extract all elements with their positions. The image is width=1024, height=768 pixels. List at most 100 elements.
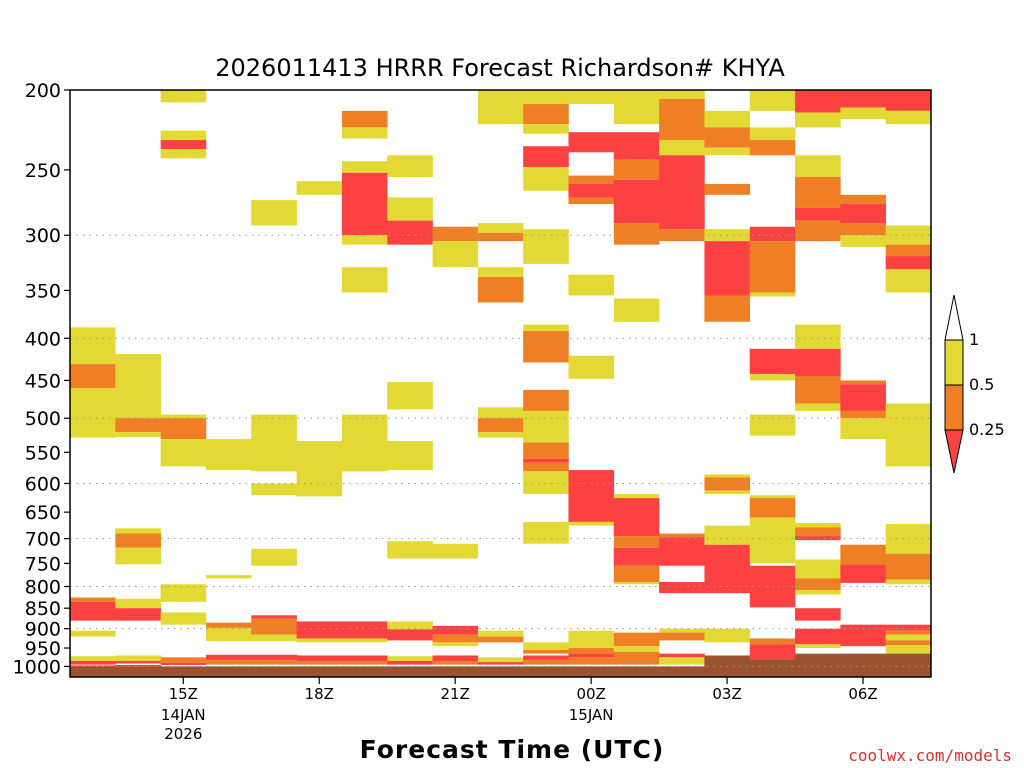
heatmap-cell-h31-5: [885, 269, 932, 293]
y-tick-label-400: 400: [25, 328, 61, 350]
heatmap-cell-h22-9: [477, 636, 524, 643]
heatmap-cell-h22-8: [477, 630, 524, 637]
heatmap-cell-h27-12: [704, 628, 751, 643]
heatmap-cell-h24-9: [568, 630, 615, 649]
heatmap-cell-h25-11: [613, 581, 660, 585]
x-tick-label-21Z: 21Z: [440, 685, 469, 703]
heatmap-cell-h31-13: [885, 640, 932, 646]
heatmap-cell-h27-6: [704, 295, 751, 322]
heatmap-cell-h25-1: [613, 132, 660, 160]
heatmap-cell-h31-2: [885, 225, 932, 245]
heatmap-cell-h30-10: [840, 544, 886, 565]
heatmap-cell-h20-7: [387, 629, 433, 641]
heatmap-cell-h23-15: [523, 642, 569, 650]
heatmap-cell-h31-10: [885, 624, 932, 631]
credit-link[interactable]: coolwx.com/models: [848, 746, 1012, 765]
heatmap-cell-h23-5: [523, 229, 569, 264]
heatmap-cell-h18-1: [296, 441, 343, 497]
heatmap-cell-h23-17: [523, 655, 569, 660]
heatmap-cell-h23-9: [523, 410, 569, 443]
y-tick-label-550: 550: [25, 442, 61, 464]
heatmap-cell-h13-7: [70, 661, 116, 665]
heatmap-cell-h17-5: [251, 618, 297, 635]
chart-title: 2026011413 HRRR Forecast Richardson# KHY…: [215, 54, 785, 82]
heatmap-cell-h24-12: [568, 657, 615, 665]
heatmap-cell-h29-2: [795, 155, 841, 178]
heatmap-cell-h28-2: [749, 140, 796, 156]
heatmap-cell-h26-10: [659, 653, 705, 658]
heatmap-cell-h27-11: [704, 544, 751, 594]
heatmap-cell-h26-7: [659, 581, 705, 594]
heatmap-cell-h25-3: [613, 179, 660, 224]
heatmap-cell-h24-4: [568, 197, 615, 205]
heatmap-cell-h23-1: [523, 104, 569, 125]
y-tick-label-750: 750: [25, 553, 61, 575]
heatmap-cell-h23-7: [523, 331, 569, 363]
heatmap-cell-h29-16: [795, 608, 841, 621]
x-axis-title: Forecast Time (UTC): [360, 735, 665, 764]
heatmap-cell-h30-4: [840, 223, 886, 236]
heatmap-cell-h30-13: [840, 638, 886, 647]
heatmap-cell-h21-0: [432, 226, 479, 242]
heatmap-cell-h26-9: [659, 632, 705, 641]
x-tick-date-00Z: 15JAN: [569, 706, 614, 724]
y-tick-label-950: 950: [25, 638, 61, 660]
heatmap-cell-h29-4: [795, 207, 841, 221]
x-tick-date-15Z: 14JAN: [161, 706, 206, 724]
heatmap-cell-h23-13: [523, 471, 569, 495]
heatmap-cell-h14-10: [115, 661, 161, 664]
heatmap-cell-h30-1: [840, 107, 886, 120]
heatmap-cell-h29-15: [795, 590, 841, 595]
heatmap-cell-h22-4: [477, 276, 524, 303]
heatmap-cell-h20-1: [387, 197, 433, 221]
x-tick-label-00Z: 00Z: [576, 685, 605, 703]
heatmap-cell-h30-12: [840, 624, 886, 639]
heatmap-cell-h28-3: [749, 226, 796, 242]
heatmap-cell-h25-4: [613, 223, 660, 245]
heatmap-cell-h17-2: [251, 483, 297, 496]
heatmap-cell-h18-4: [296, 655, 343, 661]
heatmap-cell-h20-5: [387, 541, 433, 559]
heatmap-cell-h30-7: [840, 384, 886, 411]
heatmap-cell-h22-10: [477, 657, 524, 663]
heatmap-cell-h19-2: [341, 161, 388, 173]
heatmap-cell-h30-8: [840, 410, 886, 419]
heatmap-cell-h22-3: [477, 267, 524, 277]
heatmap-cell-h29-7: [795, 348, 841, 377]
heatmap-cell-h26-1: [659, 98, 705, 141]
y-tick-label-500: 500: [25, 408, 61, 430]
heatmap-cell-h26-3: [659, 155, 705, 230]
heatmap-cell-h23-8: [523, 389, 569, 411]
heatmap-cell-h29-6: [795, 324, 841, 349]
legend-bin-red: [944, 429, 964, 474]
heatmap-cell-h20-4: [387, 441, 433, 471]
heatmap-cell-h28-9: [749, 495, 796, 499]
heatmap-cell-h15-3: [160, 149, 207, 159]
heatmap-cell-h15-1: [160, 130, 207, 141]
heatmap-cell-h24-3: [568, 183, 615, 198]
heatmap-cell-h20-8: [387, 656, 433, 661]
heatmap-cell-h21-7: [432, 661, 479, 665]
heatmap-cell-h24-8: [568, 521, 615, 526]
heatmap-cell-h13-5: [70, 630, 116, 637]
heatmap-cell-h29-17: [795, 628, 841, 645]
heatmap-cell-h30-9: [840, 418, 886, 440]
heatmap-cell-h16-0: [205, 439, 252, 471]
x-tick-label-15Z: 15Z: [169, 685, 198, 703]
heatmap-cell-h19-4: [341, 235, 388, 245]
x-tick-year-15Z: 2026: [164, 725, 202, 743]
heatmap-cell-h18-3: [296, 638, 343, 643]
heatmap-cell-h23-18: [523, 659, 569, 665]
heatmap-cell-h26-8: [659, 628, 705, 633]
heatmap-cell-h31-3: [885, 244, 932, 257]
heatmap-cell-h30-5: [840, 235, 886, 247]
heatmap-cells: [70, 90, 932, 677]
heatmap-cell-h25-8: [613, 536, 660, 548]
heatmap-cell-h23-14: [523, 521, 569, 544]
heatmap-cell-h30-0: [840, 90, 886, 108]
heatmap-cell-h19-8: [341, 638, 388, 643]
y-tick-label-600: 600: [25, 473, 61, 495]
heatmap-cell-h31-12: [885, 634, 932, 641]
heatmap-cell-h28-14: [749, 644, 796, 660]
heatmap-cell-h25-14: [613, 651, 660, 665]
